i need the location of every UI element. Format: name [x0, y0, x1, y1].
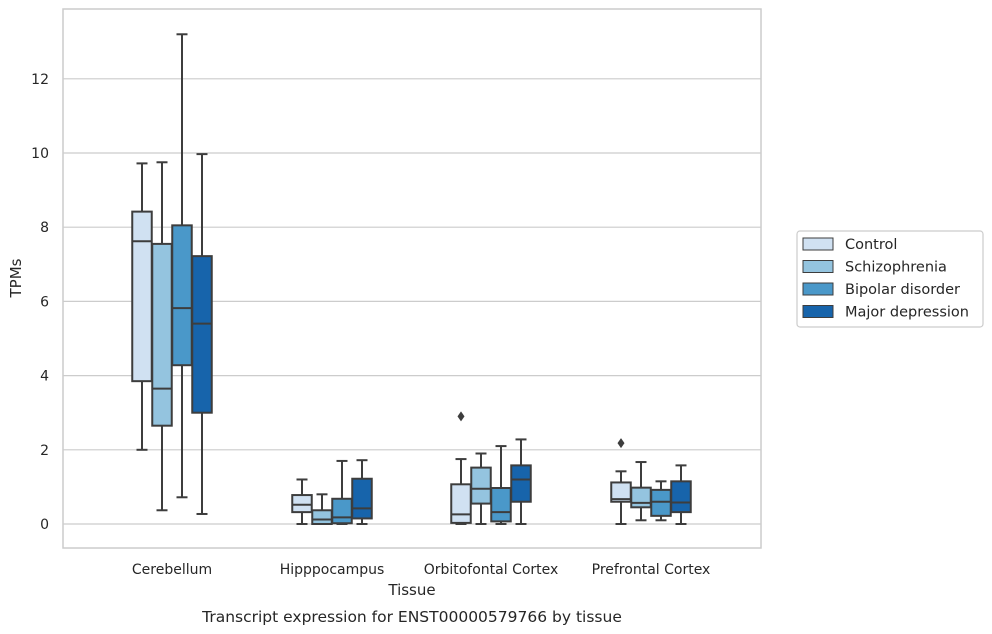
x-tick-label: Prefrontal Cortex [592, 562, 711, 578]
box-control [610, 438, 632, 525]
box-major-depression [510, 438, 532, 525]
iqr-box [470, 466, 492, 505]
box-schizophrenia [470, 452, 492, 525]
box-major-depression [191, 153, 213, 515]
box-schizophrenia [151, 161, 173, 512]
outlier-point [617, 438, 625, 449]
y-tick-label: 10 [31, 146, 49, 162]
box-control [450, 411, 472, 525]
x-tick-label: Cerebellum [132, 562, 212, 578]
x-axis-title: Tissue [387, 581, 435, 599]
box-bipolar-disorder [650, 480, 672, 522]
iqr-box [510, 464, 532, 503]
iqr-box [171, 224, 193, 367]
box-bipolar-disorder [490, 445, 512, 525]
iqr-box [311, 509, 333, 526]
box-control [131, 162, 153, 451]
legend-label: Bipolar disorder [845, 282, 960, 298]
legend-label: Schizophrenia [845, 260, 947, 276]
legend-swatch [802, 305, 834, 318]
outlier-point [457, 411, 465, 422]
box-schizophrenia [630, 461, 652, 522]
box-major-depression [351, 459, 373, 525]
iqr-box [630, 486, 652, 509]
iqr-box [670, 480, 692, 514]
y-axis-title: TPMs [7, 258, 25, 298]
x-tick-label: Hipppocampus [280, 562, 385, 578]
y-tick-label: 8 [40, 220, 49, 236]
iqr-box [151, 242, 173, 427]
box-major-depression [670, 464, 692, 525]
box-bipolar-disorder [331, 459, 353, 525]
legend: Control Schizophrenia Bipolar disorder Majo… [796, 230, 984, 328]
plot-frame [62, 8, 762, 549]
y-tick-label: 12 [31, 72, 49, 88]
tick-labels: 0 2 4 6 8 10 12 Cerebellum Hipppocampus Orbitofon… [31, 72, 710, 578]
box-schizophrenia [311, 493, 333, 526]
boxes-layer [131, 33, 692, 526]
iqr-box [490, 487, 512, 523]
chart-caption: Transcript expression for ENST0000057976… [201, 608, 622, 626]
iqr-box [331, 497, 353, 525]
y-tick-label: 0 [40, 517, 49, 533]
iqr-box [650, 488, 672, 517]
y-tick-label: 4 [40, 369, 49, 385]
box-bipolar-disorder [171, 33, 193, 499]
legend-swatch [802, 282, 834, 296]
iqr-box [450, 483, 472, 524]
x-tick-label: Orbitofontal Cortex [424, 562, 559, 578]
legend-swatch [802, 237, 834, 251]
legend-swatch [802, 260, 834, 273]
y-tick-label: 6 [40, 294, 49, 310]
legend-label: Major depression [845, 305, 969, 321]
legend-frame [796, 230, 984, 328]
iqr-box [191, 255, 213, 414]
y-tick-label: 2 [40, 443, 49, 459]
iqr-box [291, 494, 313, 514]
iqr-box [131, 210, 153, 383]
box-control [291, 478, 313, 525]
legend-label: Control [845, 237, 897, 253]
iqr-box [351, 477, 373, 520]
